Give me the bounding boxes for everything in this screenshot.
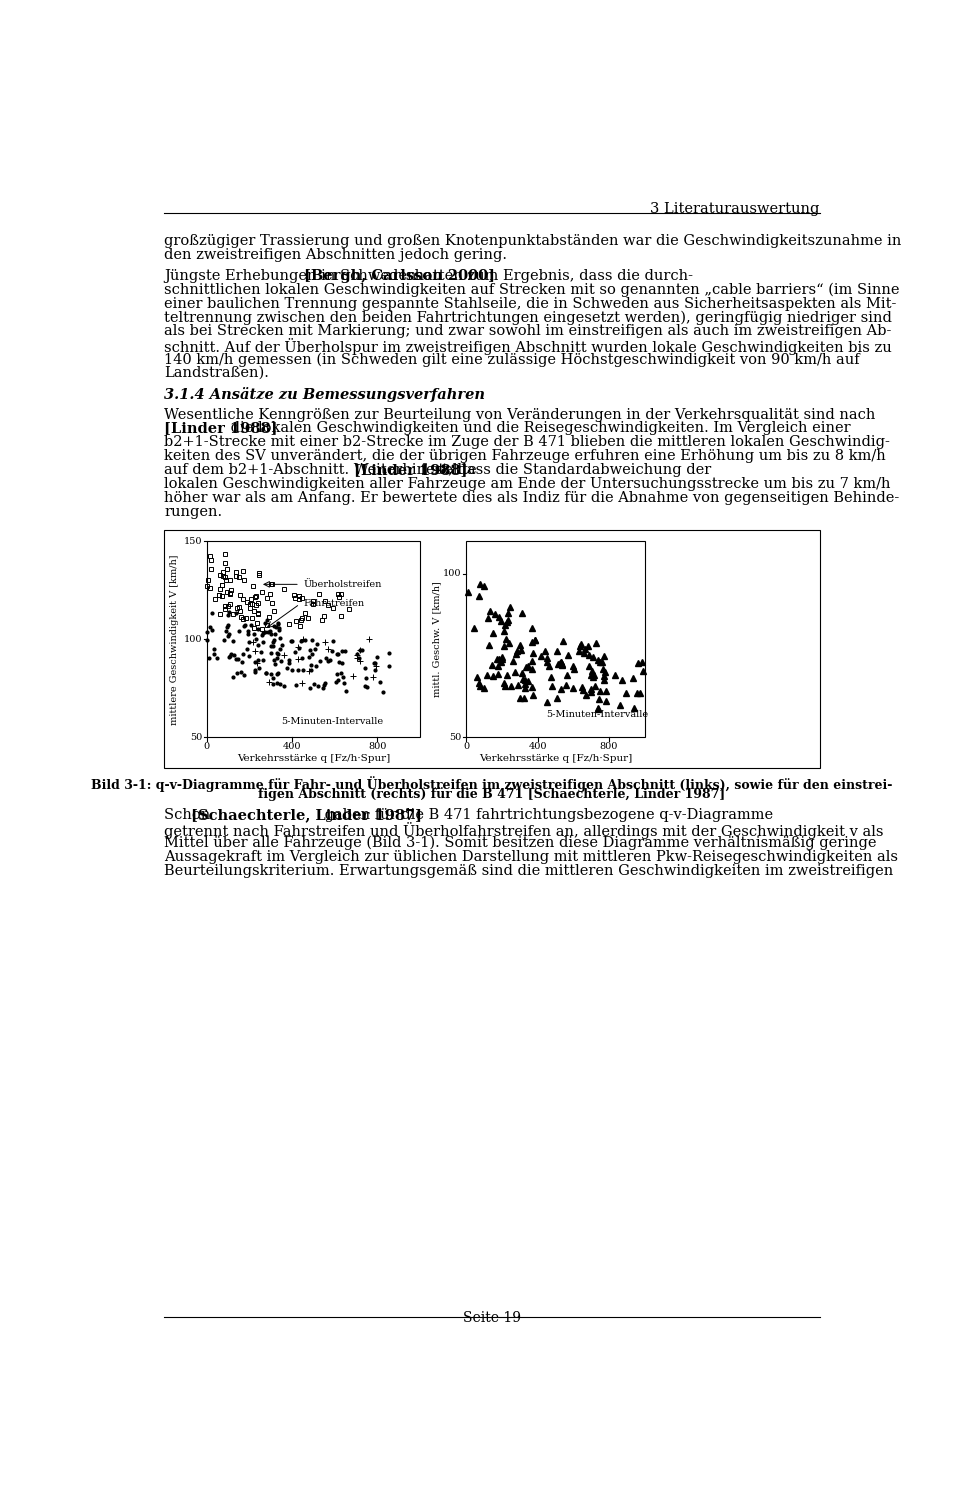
Text: 400: 400 bbox=[283, 741, 301, 750]
Text: [Linder 1988]: [Linder 1988] bbox=[164, 421, 277, 436]
Text: 800: 800 bbox=[600, 741, 618, 750]
Text: Jüngste Erhebungen in Schweden: Jüngste Erhebungen in Schweden bbox=[164, 269, 421, 283]
Text: Aussagekraft im Vergleich zur üblichen Darstellung mit mittleren Pkw-Reisegeschw: Aussagekraft im Vergleich zur üblichen D… bbox=[164, 850, 899, 863]
Text: als bei Strecken mit Markierung; und zwar sowohl im einstreifigen als auch im zw: als bei Strecken mit Markierung; und zwa… bbox=[164, 325, 892, 338]
Text: die lokalen Geschwindigkeiten und die Reisegeschwindigkeiten. Im Vergleich einer: die lokalen Geschwindigkeiten und die Re… bbox=[227, 421, 852, 436]
Text: schnitt. Auf der Überholspur im zweistreifigen Abschnitt wurden lokale Geschwind: schnitt. Auf der Überholspur im zweistre… bbox=[164, 338, 892, 355]
Text: 50: 50 bbox=[190, 732, 203, 741]
Text: 150: 150 bbox=[183, 537, 203, 546]
Text: auf dem b2+1-Abschnitt. Weiterhin stellte: auf dem b2+1-Abschnitt. Weiterhin stellt… bbox=[164, 463, 481, 477]
Text: 400: 400 bbox=[528, 741, 547, 750]
Text: figen Abschnitt (rechts) für die B 471 [Schaechterle, Linder 1987]: figen Abschnitt (rechts) für die B 471 [… bbox=[258, 788, 726, 802]
Text: großzügiger Trassierung und großen Knotenpunktabständen war die Geschwindigkeits: großzügiger Trassierung und großen Knote… bbox=[164, 235, 901, 248]
Text: Bild 3-1: q-v-Diagramme für Fahr- und Überholstreifen im zweistreifigen Abschnit: Bild 3-1: q-v-Diagramme für Fahr- und Üb… bbox=[91, 776, 893, 793]
Text: lokalen Geschwindigkeiten aller Fahrzeuge am Ende der Untersuchungsstrecke um bi: lokalen Geschwindigkeiten aller Fahrzeug… bbox=[164, 477, 891, 490]
Text: Mittel über alle Fahrzeuge (Bild 3-1). Somit besitzen diese Diagramme verhältnis: Mittel über alle Fahrzeuge (Bild 3-1). S… bbox=[164, 836, 876, 850]
Text: Landstraßen).: Landstraßen). bbox=[164, 365, 269, 381]
Text: [Bergh, Carlsson 2000]: [Bergh, Carlsson 2000] bbox=[304, 269, 495, 283]
Text: 3.1.4 Ansätze zu Bemessungsverfahren: 3.1.4 Ansätze zu Bemessungsverfahren bbox=[164, 387, 485, 402]
Text: einer baulichen Trennung gespannte Stahlseile, die in Schweden aus Sicherheitsas: einer baulichen Trennung gespannte Stahl… bbox=[164, 296, 897, 311]
Text: rungen.: rungen. bbox=[164, 505, 223, 519]
Text: [Schaechterle, Linder 1987]: [Schaechterle, Linder 1987] bbox=[191, 808, 422, 823]
Bar bbox=[467, 541, 645, 737]
Text: 3 Literaturauswertung: 3 Literaturauswertung bbox=[651, 202, 820, 217]
Text: Schon: Schon bbox=[164, 808, 215, 823]
Text: Seite 19: Seite 19 bbox=[463, 1310, 521, 1325]
Text: gaben für die B 471 fahrtrichtungsbezogene q-v-Diagramme: gaben für die B 471 fahrtrichtungsbezoge… bbox=[321, 808, 774, 823]
Bar bbox=[164, 529, 820, 769]
Text: getrennt nach Fahrstreifen und Überholfahrstreifen an, allerdings mit der Geschw: getrennt nach Fahrstreifen und Überholfa… bbox=[164, 823, 883, 839]
Text: 100: 100 bbox=[444, 570, 462, 579]
Text: [Linder 1988]: [Linder 1988] bbox=[353, 463, 468, 477]
Text: 0: 0 bbox=[204, 741, 210, 750]
Text: 5-Minuten-Intervalle: 5-Minuten-Intervalle bbox=[281, 717, 383, 726]
Text: den zweistreifigen Abschnitten jedoch gering.: den zweistreifigen Abschnitten jedoch ge… bbox=[164, 248, 507, 262]
Text: schnittlichen lokalen Geschwindigkeiten auf Strecken mit so genannten „cable bar: schnittlichen lokalen Geschwindigkeiten … bbox=[164, 283, 900, 298]
Bar bbox=[206, 541, 420, 737]
Text: 50: 50 bbox=[449, 732, 462, 741]
Text: teltrennung zwischen den beiden Fahrtrichtungen eingesetzt werden), geringfügig : teltrennung zwischen den beiden Fahrtric… bbox=[164, 311, 892, 325]
Text: 5-Minuten-Intervalle: 5-Minuten-Intervalle bbox=[546, 710, 649, 719]
Text: 800: 800 bbox=[368, 741, 387, 750]
Text: 140 km/h gemessen (in Schweden gilt eine zulässige Höchstgeschwindigkeit von 90 : 140 km/h gemessen (in Schweden gilt eine… bbox=[164, 352, 860, 367]
Text: keiten des SV unverändert, die der übrigen Fahrzeuge erfuhren eine Erhöhung um b: keiten des SV unverändert, die der übrig… bbox=[164, 450, 886, 463]
Text: fest, dass die Standardabweichung der: fest, dass die Standardabweichung der bbox=[416, 463, 711, 477]
Text: höher war als am Anfang. Er bewertete dies als Indiz für die Abnahme von gegense: höher war als am Anfang. Er bewertete di… bbox=[164, 490, 900, 505]
Text: mittlere Geschwindigkeit V [km/h]: mittlere Geschwindigkeit V [km/h] bbox=[170, 553, 179, 725]
Text: b2+1-Strecke mit einer b2-Strecke im Zuge der B 471 blieben die mittleren lokale: b2+1-Strecke mit einer b2-Strecke im Zug… bbox=[164, 435, 890, 450]
Text: hatten zum Ergebnis, dass die durch-: hatten zum Ergebnis, dass die durch- bbox=[410, 269, 693, 283]
Text: Verkehrsstärke q [Fz/h·Spur]: Verkehrsstärke q [Fz/h·Spur] bbox=[237, 755, 390, 764]
Text: Beurteilungskriterium. Erwartungsgemäß sind die mittleren Geschwindigkeiten im z: Beurteilungskriterium. Erwartungsgemäß s… bbox=[164, 863, 894, 878]
Text: 100: 100 bbox=[183, 635, 203, 644]
Text: mittl. Geschw. V [km/h]: mittl. Geschw. V [km/h] bbox=[432, 582, 442, 698]
Text: Verkehrsstärke q [Fz/h·Spur]: Verkehrsstärke q [Fz/h·Spur] bbox=[479, 755, 633, 764]
Text: Fahrstreifen: Fahrstreifen bbox=[303, 600, 365, 609]
Text: 0: 0 bbox=[464, 741, 469, 750]
Text: Wesentliche Kenngrößen zur Beurteilung von Veränderungen in der Verkehrsqualität: Wesentliche Kenngrößen zur Beurteilung v… bbox=[164, 408, 876, 421]
Text: Überholstreifen: Überholstreifen bbox=[303, 581, 382, 590]
